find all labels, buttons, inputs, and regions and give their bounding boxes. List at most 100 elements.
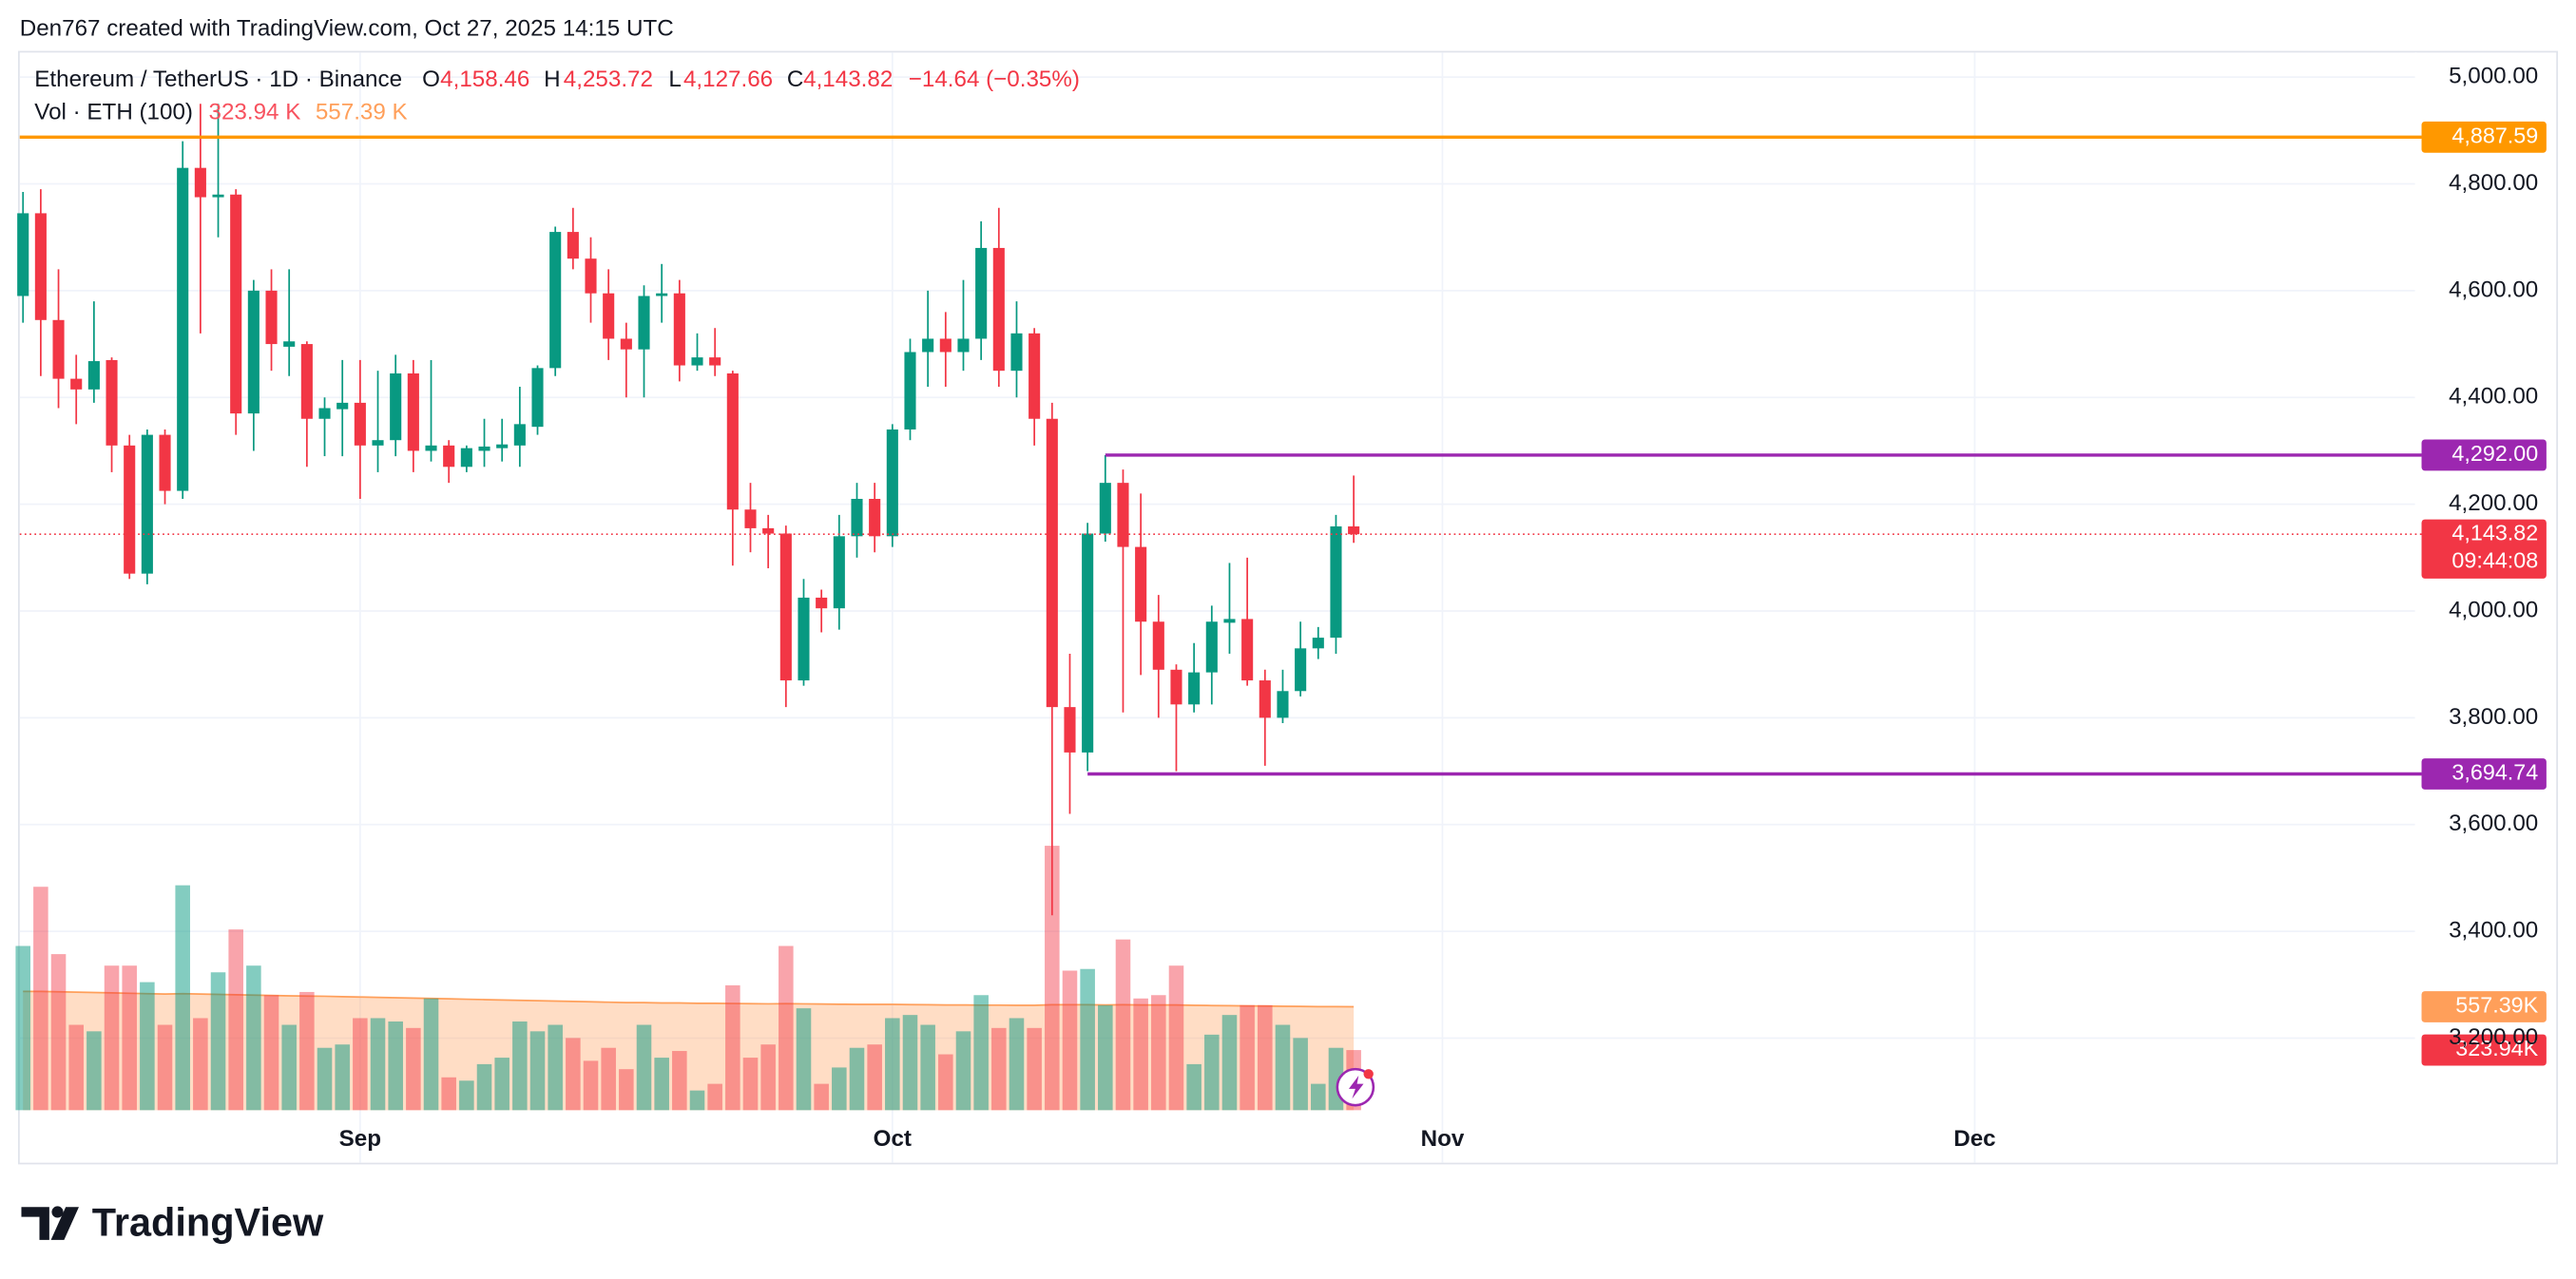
volume-bar: [991, 1027, 1007, 1111]
volume-bar: [779, 945, 794, 1111]
x-tick-label: Oct: [874, 1126, 912, 1152]
candle-body: [1010, 333, 1023, 372]
candle-body: [1188, 672, 1201, 705]
candle-body: [34, 213, 47, 320]
y-tick-label: 3,600.00: [2449, 811, 2538, 836]
volume-bar: [423, 998, 439, 1111]
y-tick-label: 3,200.00: [2449, 1024, 2538, 1050]
volume-bar: [1168, 965, 1184, 1111]
legend-c: C: [787, 67, 803, 92]
candle-body: [318, 408, 331, 419]
volume-bar: [796, 1008, 812, 1111]
candle-body: [1277, 691, 1289, 718]
level-tag-label: 4,887.59: [2451, 123, 2538, 147]
y-tick-label: 4,600.00: [2449, 277, 2538, 302]
level-tag-label: 3,694.74: [2451, 760, 2538, 785]
volume-bar: [15, 945, 30, 1111]
legend-vol-value: 323.94 K: [209, 100, 301, 125]
volume-bar: [210, 972, 226, 1111]
grid: [19, 52, 2415, 1163]
candle-body: [762, 527, 775, 534]
axes: 3,200.00 3,400.00 3,600.00 3,800.00 4,000.00…: [339, 64, 2539, 1152]
y-tick-label: 4,200.00: [2449, 490, 2538, 516]
candle-body: [460, 448, 472, 468]
candle-body: [496, 444, 509, 449]
candle-body: [656, 293, 668, 296]
volume-bar: [689, 1090, 705, 1111]
candle-body: [1241, 619, 1254, 681]
volume-bar: [1098, 1004, 1113, 1111]
y-tick-label: 3,400.00: [2449, 918, 2538, 944]
legend-high: 4,253.72: [564, 67, 653, 92]
legend-change: −14.64 (−0.35%): [909, 67, 1080, 92]
volume-bar: [388, 1021, 403, 1111]
x-tick-label: Sep: [339, 1126, 381, 1152]
candle-body: [549, 232, 562, 369]
candle-body: [354, 402, 366, 446]
candle-body: [1064, 707, 1076, 753]
candle-body: [1259, 680, 1271, 718]
volume-bar: [1045, 846, 1060, 1111]
volume-bar: [122, 965, 137, 1111]
countdown: 09:44:08: [2451, 548, 2538, 573]
candle-body: [194, 167, 206, 198]
volume-bar: [335, 1044, 350, 1111]
volume-bar: [672, 1051, 687, 1111]
volume-bar: [281, 1024, 297, 1111]
replay-icon: [1336, 1067, 1375, 1107]
candle-body: [1135, 546, 1147, 622]
volume-tag-label: 323.94K: [2455, 1036, 2538, 1060]
candle-body: [1117, 483, 1129, 547]
candle-body: [336, 402, 349, 410]
candle-body: [1295, 648, 1307, 692]
volume-bar: [353, 1018, 368, 1111]
candle-body: [922, 338, 934, 353]
volume-bar: [33, 887, 48, 1111]
candle-body: [1082, 533, 1094, 753]
volume-bar: [246, 965, 261, 1111]
level-tag: [2421, 439, 2547, 471]
volume-bar: [1221, 1015, 1238, 1111]
candle-body: [478, 446, 490, 451]
candle-body: [141, 434, 153, 574]
candle-body: [230, 194, 242, 414]
candle-body: [1152, 621, 1164, 670]
volume-bar: [583, 1060, 599, 1111]
candle-body: [1205, 621, 1218, 673]
volume-bar: [157, 1024, 173, 1111]
candle-body: [247, 290, 260, 414]
legend-vol: Vol · ETH (100): [34, 100, 193, 125]
candle-body: [1330, 525, 1342, 639]
volume-bar: [902, 1015, 918, 1111]
volume-bar: [1258, 1004, 1273, 1111]
volume-bar: [140, 982, 155, 1111]
volume-bar: [1062, 970, 1078, 1111]
legend-close: 4,143.82: [803, 67, 893, 92]
level-tag-label: 4,292.00: [2451, 441, 2538, 466]
volume-bar: [1133, 998, 1148, 1111]
volume-bar: [1240, 1004, 1255, 1111]
candle-body: [638, 296, 650, 350]
volume-bar: [742, 1058, 759, 1111]
candle-body: [52, 319, 65, 379]
volume-bar: [263, 995, 279, 1111]
candle-body: [886, 429, 898, 537]
volume-bar: [1027, 1027, 1042, 1111]
volume-tag-label: 557.39K: [2455, 993, 2538, 1018]
volume-bar: [175, 885, 190, 1111]
candle-body: [869, 499, 881, 537]
candle-body: [816, 597, 828, 609]
y-tick-label: 4,400.00: [2449, 384, 2538, 410]
candle-body: [372, 440, 384, 446]
volume-bar: [1080, 968, 1095, 1111]
volume-bar: [885, 1018, 900, 1111]
volume-bar: [1115, 939, 1131, 1111]
volume-bar: [68, 1024, 84, 1111]
volume-bar: [529, 1031, 546, 1111]
volume-bar: [228, 929, 243, 1111]
last-price-tag: [2421, 519, 2547, 579]
volume-bar: [973, 995, 989, 1111]
candle-body: [975, 247, 988, 339]
volume-bar: [849, 1047, 865, 1111]
